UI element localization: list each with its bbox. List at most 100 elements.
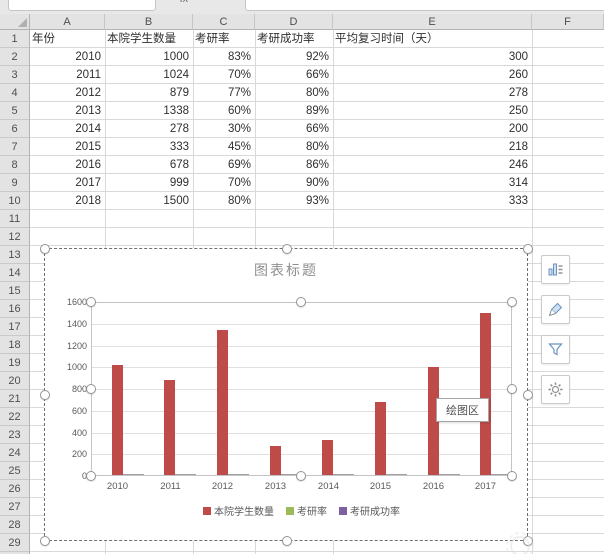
plot-area[interactable] [91, 302, 512, 476]
fx-button[interactable]: fx [180, 0, 189, 5]
bar-2013[interactable] [270, 446, 281, 476]
chart-legend[interactable]: 本院学生数量 考研率 考研成功率 [91, 503, 512, 518]
cell-D1[interactable]: 考研成功率 [257, 33, 315, 45]
bar-2012[interactable] [217, 330, 228, 476]
column-header-B[interactable]: B [105, 14, 193, 30]
row-header-12[interactable]: 12 [0, 228, 29, 246]
cell-D10[interactable]: 93% [305, 195, 329, 207]
row-header-29[interactable]: 29 [0, 534, 29, 552]
row-header-27[interactable]: 27 [0, 498, 29, 516]
row-header-6[interactable]: 6 [0, 120, 29, 138]
cell-E6[interactable]: 200 [508, 123, 528, 135]
cell-D4[interactable]: 80% [305, 87, 329, 99]
column-header-E[interactable]: E [333, 14, 532, 30]
select-all-button[interactable] [0, 14, 30, 30]
chart-resize-handle[interactable] [40, 536, 50, 546]
cell-E1[interactable]: 平均复习时间（天） [335, 33, 439, 45]
legend-item[interactable]: 本院学生数量 [203, 503, 274, 518]
chart[interactable]: 图表标题 0 200 400 600 800 1000 1200 1400 1600 2010 2… [40, 244, 533, 546]
row-header-5[interactable]: 5 [0, 102, 29, 120]
bar-2016[interactable] [428, 367, 439, 476]
plot-area-resize-handle[interactable] [507, 384, 517, 394]
cell-C2[interactable]: 83% [227, 51, 251, 63]
bar-2015[interactable] [375, 402, 386, 476]
row-header-1[interactable]: 1 [0, 30, 29, 48]
row-header-2[interactable]: 2 [0, 48, 29, 66]
plot-area-resize-handle[interactable] [296, 297, 306, 307]
cell-B7[interactable]: 333 [169, 141, 189, 153]
chart-title[interactable]: 图表标题 [254, 262, 318, 278]
chart-resize-handle[interactable] [40, 244, 50, 254]
cell-E4[interactable]: 278 [508, 87, 528, 99]
cell-A1[interactable]: 年份 [32, 33, 55, 45]
cell-C4[interactable]: 77% [227, 87, 251, 99]
row-header-11[interactable]: 11 [0, 210, 29, 228]
cell-A7[interactable]: 2015 [75, 141, 101, 153]
cell-B1[interactable]: 本院学生数量 [107, 33, 176, 45]
row-header-19[interactable]: 19 [0, 354, 29, 372]
column-header-D[interactable]: D [255, 14, 333, 30]
cell-E7[interactable]: 218 [508, 141, 528, 153]
bar-2017[interactable] [480, 313, 491, 476]
chart-resize-handle[interactable] [523, 390, 533, 400]
cell-B6[interactable]: 278 [169, 123, 189, 135]
cell-A8[interactable]: 2016 [75, 159, 101, 171]
column-header-F[interactable]: F [532, 14, 604, 30]
cell-C1[interactable]: 考研率 [195, 33, 230, 45]
cell-E9[interactable]: 314 [508, 177, 528, 189]
row-header-17[interactable]: 17 [0, 318, 29, 336]
row-header-15[interactable]: 15 [0, 282, 29, 300]
cell-A2[interactable]: 2010 [75, 51, 101, 63]
chart-styles-button[interactable] [541, 295, 570, 324]
row-header-14[interactable]: 14 [0, 264, 29, 282]
cell-C9[interactable]: 70% [227, 177, 251, 189]
row-header-22[interactable]: 22 [0, 408, 29, 426]
row-header-21[interactable]: 21 [0, 390, 29, 408]
cell-E5[interactable]: 250 [508, 105, 528, 117]
row-header-23[interactable]: 23 [0, 426, 29, 444]
chart-resize-handle[interactable] [40, 390, 50, 400]
name-box[interactable] [8, 0, 156, 11]
cell-B3[interactable]: 1024 [163, 69, 189, 81]
legend-item[interactable]: 考研成功率 [339, 503, 400, 518]
cell-A10[interactable]: 2018 [75, 195, 101, 207]
cell-D7[interactable]: 80% [305, 141, 329, 153]
row-header-3[interactable]: 3 [0, 66, 29, 84]
plot-area-resize-handle[interactable] [507, 297, 517, 307]
bar-2011[interactable] [164, 380, 175, 476]
bar-2014[interactable] [322, 440, 333, 476]
row-header-25[interactable]: 25 [0, 462, 29, 480]
plot-area-resize-handle[interactable] [86, 384, 96, 394]
cell-B5[interactable]: 1338 [163, 105, 189, 117]
chart-resize-handle[interactable] [523, 244, 533, 254]
row-header-8[interactable]: 8 [0, 156, 29, 174]
formula-bar-input[interactable] [245, 0, 604, 11]
cell-B8[interactable]: 678 [169, 159, 189, 171]
legend-item[interactable]: 考研率 [286, 503, 327, 518]
cell-D8[interactable]: 86% [305, 159, 329, 171]
chart-resize-handle[interactable] [523, 536, 533, 546]
cell-E8[interactable]: 246 [508, 159, 528, 171]
cell-E2[interactable]: 300 [508, 51, 528, 63]
cell-A9[interactable]: 2017 [75, 177, 101, 189]
cell-C10[interactable]: 80% [227, 195, 251, 207]
row-header-28[interactable]: 28 [0, 516, 29, 534]
cell-C6[interactable]: 30% [227, 123, 251, 135]
row-header-16[interactable]: 16 [0, 300, 29, 318]
row-header-20[interactable]: 20 [0, 372, 29, 390]
cell-D2[interactable]: 92% [305, 51, 329, 63]
cell-A3[interactable]: 2011 [76, 69, 101, 81]
column-header-C[interactable]: C [193, 14, 255, 30]
cell-E3[interactable]: 260 [508, 69, 528, 81]
column-header-A[interactable]: A [30, 14, 105, 30]
chart-settings-button[interactable] [541, 375, 570, 404]
chart-resize-handle[interactable] [282, 244, 292, 254]
cell-A5[interactable]: 2013 [75, 105, 101, 117]
row-header-13[interactable]: 13 [0, 246, 29, 264]
bar-2010[interactable] [112, 365, 123, 476]
plot-area-resize-handle[interactable] [86, 471, 96, 481]
cell-B4[interactable]: 879 [169, 87, 189, 99]
cell-D3[interactable]: 66% [305, 69, 329, 81]
cell-C7[interactable]: 45% [227, 141, 251, 153]
cell-C5[interactable]: 60% [227, 105, 251, 117]
